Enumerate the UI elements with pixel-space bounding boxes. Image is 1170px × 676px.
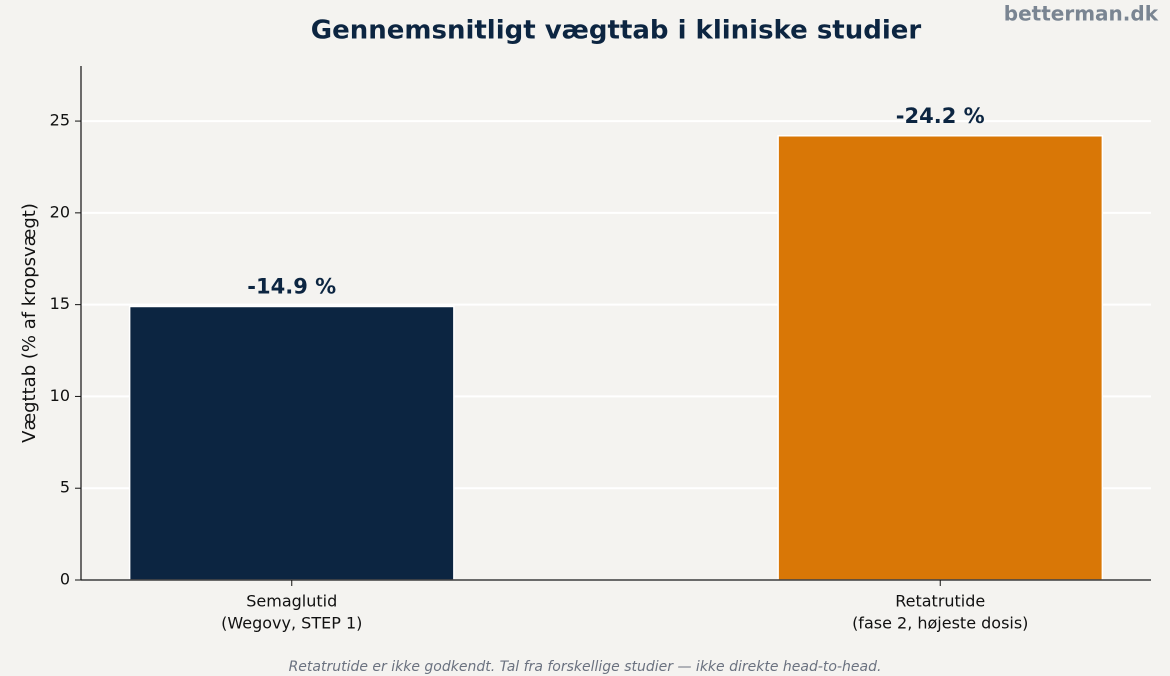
y-tick-label: 10: [50, 386, 70, 405]
x-tick-label: Retatrutide: [895, 592, 985, 611]
bar: [777, 135, 1104, 581]
chart-title: Gennemsnitligt vægttab i kliniske studie…: [311, 16, 922, 46]
watermark: betterman.dk: [1004, 2, 1159, 26]
y-tick-label: 15: [50, 294, 70, 313]
x-tick-label: (Wegovy, STEP 1): [221, 614, 362, 633]
y-tick-label: 5: [60, 478, 70, 497]
y-axis-label: Vægttab (% af kropsvægt): [19, 203, 40, 443]
x-tick-label: Semaglutid: [246, 592, 337, 611]
y-tick-label: 0: [60, 570, 70, 589]
value-label: -24.2 %: [896, 104, 985, 128]
y-tick-label: 20: [50, 202, 70, 221]
bar: [128, 305, 455, 581]
value-label: -14.9 %: [247, 274, 336, 298]
y-tick-label: 25: [50, 111, 70, 130]
x-tick-label: (fase 2, højeste dosis): [852, 614, 1028, 633]
footnote: Retatrutide er ikke godkendt. Tal fra fo…: [289, 659, 882, 675]
